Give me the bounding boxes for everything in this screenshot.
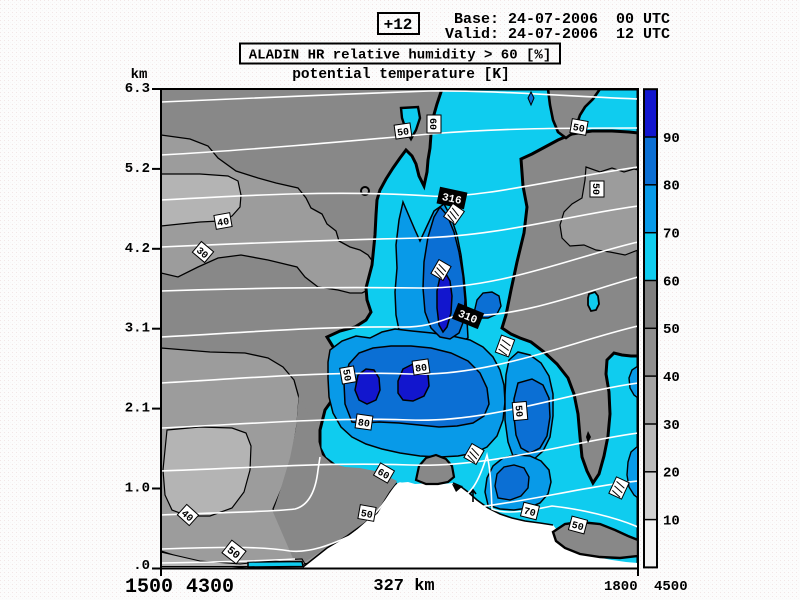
svg-text:50: 50 xyxy=(663,322,680,338)
svg-text:1.0: 1.0 xyxy=(125,481,150,497)
svg-text:30: 30 xyxy=(663,418,680,434)
svg-text:.0: .0 xyxy=(133,558,150,574)
svg-text:Valid: 24-07-2006 12 UTC: Valid: 24-07-2006 12 UTC xyxy=(445,26,670,43)
svg-text:40: 40 xyxy=(217,217,231,230)
svg-text:70: 70 xyxy=(522,507,536,521)
svg-text:50: 50 xyxy=(397,127,410,140)
svg-text:ALADIN HR relative humidity >: ALADIN HR relative humidity > 60 [%] xyxy=(249,48,551,64)
svg-text:10: 10 xyxy=(663,513,680,529)
svg-text:80: 80 xyxy=(415,363,428,376)
svg-text:327 km: 327 km xyxy=(373,577,434,596)
svg-text:40: 40 xyxy=(663,370,680,386)
svg-text:1500: 1500 xyxy=(125,576,173,599)
svg-text:1800: 1800 xyxy=(604,579,638,595)
svg-text:90: 90 xyxy=(663,131,680,147)
svg-text:60: 60 xyxy=(375,467,391,483)
svg-text:70: 70 xyxy=(663,227,680,243)
svg-text:50: 50 xyxy=(360,509,374,522)
svg-text:60: 60 xyxy=(426,118,437,130)
svg-text:potential temperature [K]: potential temperature [K] xyxy=(292,67,510,83)
svg-text:50: 50 xyxy=(512,405,524,418)
svg-text:80: 80 xyxy=(663,179,680,195)
svg-text:50: 50 xyxy=(339,369,352,383)
svg-text:Base: 24-07-2006 00 UTC: Base: 24-07-2006 00 UTC xyxy=(454,11,670,28)
svg-text:6.3: 6.3 xyxy=(125,81,150,97)
svg-text:50: 50 xyxy=(572,123,586,136)
svg-text:316: 316 xyxy=(441,192,463,208)
svg-text:km: km xyxy=(131,67,148,83)
svg-text:80: 80 xyxy=(357,418,370,431)
svg-text:5.2: 5.2 xyxy=(125,161,150,177)
svg-text:4300: 4300 xyxy=(186,576,234,599)
svg-text:20: 20 xyxy=(663,466,680,482)
svg-text:2.1: 2.1 xyxy=(125,401,150,417)
svg-text:60: 60 xyxy=(663,274,680,290)
svg-text:3.1: 3.1 xyxy=(125,321,150,337)
svg-text:+12: +12 xyxy=(384,16,413,34)
svg-text:50: 50 xyxy=(570,521,584,535)
svg-text:50: 50 xyxy=(589,183,600,195)
svg-text:4.2: 4.2 xyxy=(125,241,150,257)
svg-text:4500: 4500 xyxy=(654,579,688,595)
